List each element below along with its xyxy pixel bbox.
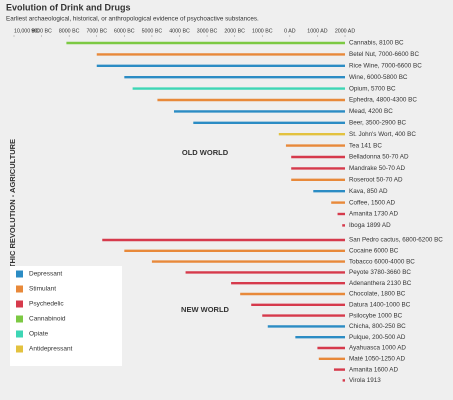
bar-label: Roseroot 50-70 AD: [349, 176, 403, 183]
bar-label: Datura 1400-1000 BC: [349, 301, 411, 308]
chart-title: Evolution of Drink and Drugs: [6, 2, 131, 12]
x-tick-label: 5000 BC: [142, 28, 163, 34]
legend-swatch: [16, 300, 23, 308]
bar-label: Chocolate, 1800 BC: [349, 291, 406, 298]
chart-subtitle: Earliest archaeological, historical, or …: [6, 16, 259, 23]
bar-label: Ephedra, 4800-4300 BC: [349, 97, 417, 104]
bar-label: Mead, 4200 BC: [349, 108, 393, 115]
bar-label: Maté 1050-1250 AD: [349, 355, 405, 362]
legend-label: Psychedelic: [29, 301, 64, 308]
bar-label: Cannabis, 8100 BC: [349, 40, 404, 47]
x-tick-label: 6000 BC: [114, 28, 135, 34]
x-tick-label: 7000 BC: [86, 28, 107, 34]
legend-swatch: [16, 330, 23, 338]
legend-label: Opiate: [29, 331, 49, 338]
group-label: OLD WORLD: [182, 148, 229, 157]
x-tick-label: 4000 BC: [169, 28, 190, 34]
bar-label: Tobacco 6000-4000 BC: [349, 258, 415, 265]
bar-label: Iboga 1899 AD: [349, 222, 391, 229]
legend-swatch: [16, 345, 23, 353]
group-label: NEW WORLD: [181, 305, 229, 314]
bar-label: Cocaine 6000 BC: [349, 247, 399, 254]
legend-label: Cannabinoid: [29, 316, 66, 323]
x-tick-label: 0 AD: [284, 28, 296, 34]
bar-label: Tea 141 BC: [349, 142, 382, 149]
bar-label: Virola 1913: [349, 377, 381, 384]
bar-label: Wine, 6000-5800 BC: [349, 74, 408, 81]
bar-label: Beer, 3500-2900 BC: [349, 119, 407, 126]
legend-box: [10, 266, 122, 366]
legend-label: Depressant: [29, 271, 62, 278]
bar-label: Mandrake 50-70 AD: [349, 165, 405, 172]
bar-label: Amanita 1730 AD: [349, 211, 398, 218]
legend-label: Antidepressant: [29, 346, 73, 353]
x-tick-label: 8000 BC: [59, 28, 80, 34]
bar-label: Adenanthera 2130 BC: [349, 280, 412, 287]
bar-label: Chicha, 800-250 BC: [349, 323, 406, 330]
bar-label: Pulque, 200-500 AD: [349, 334, 406, 341]
legend-swatch: [16, 315, 23, 323]
bar-label: Amanita 1600 AD: [349, 366, 398, 373]
x-tick-label: 3000 BC: [197, 28, 218, 34]
x-tick-label: 2000 BC: [224, 28, 245, 34]
legend-swatch: [16, 285, 23, 293]
bar-label: Belladonna 50-70 AD: [349, 154, 409, 161]
bar-label: Psilocybe 1000 BC: [349, 312, 403, 319]
y-axis-label: NEOLITHIC REVOLUTION - AGRICULTURE: [8, 139, 17, 291]
bar-label: Rice Wine, 7000-6600 BC: [349, 62, 422, 69]
bar-label: Peyote 3780-3660 BC: [349, 269, 411, 276]
bar-label: St. John's Wort, 400 BC: [349, 131, 416, 138]
bar-label: Coffee, 1500 AD: [349, 199, 396, 206]
bar-label: Kava, 850 AD: [349, 188, 388, 195]
legend-label: Stimulant: [29, 286, 56, 293]
bar-label: Ayahuasca 1000 AD: [349, 345, 406, 352]
x-tick-label: 10,000 BC: [14, 28, 39, 34]
bar-label: Betel Nut, 7000-6600 BC: [349, 51, 419, 58]
legend-swatch: [16, 270, 23, 278]
bar-label: Opium, 5700 BC: [349, 85, 396, 92]
bar-label: San Pedro cactus, 6800-6200 BC: [349, 237, 443, 244]
x-tick-label: 1000 BC: [252, 28, 273, 34]
x-tick-label: 9000 BC: [31, 28, 52, 34]
x-tick-label: 2000 AD: [335, 28, 355, 34]
x-tick-label: 1000 AD: [307, 28, 327, 34]
